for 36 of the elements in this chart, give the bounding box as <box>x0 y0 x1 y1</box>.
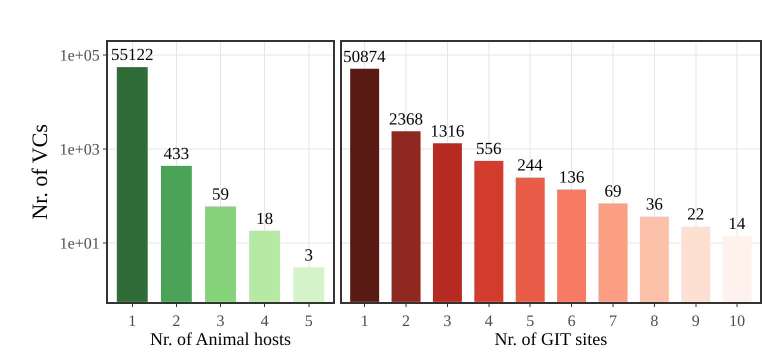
x-tick-label: 4 <box>260 313 269 330</box>
x-tick-label: 3 <box>443 313 452 330</box>
data-label: 556 <box>476 138 502 158</box>
x-tick-label: 2 <box>402 313 410 330</box>
x-tick-label: 8 <box>650 313 658 330</box>
data-label: 69 <box>604 181 622 200</box>
y-tick-label: 1e+01 <box>60 235 100 252</box>
y-axis-title: Nr. of VCs <box>26 124 52 220</box>
x-tick-label: 5 <box>304 313 313 330</box>
data-label: 55122 <box>111 45 154 64</box>
x-tick-label: 6 <box>568 313 576 330</box>
x-tick-label: 4 <box>484 313 493 330</box>
y-tick-label: 1e+05 <box>60 48 100 65</box>
x-tick-label: 9 <box>692 313 700 330</box>
data-label: 433 <box>164 144 190 163</box>
x-axis-title: Nr. of GIT sites <box>494 329 608 349</box>
x-tick-label: 2 <box>172 313 180 330</box>
data-label: 59 <box>212 184 230 204</box>
y-tick-label: 1e+03 <box>60 141 100 158</box>
data-label: 22 <box>687 204 704 224</box>
data-label: 136 <box>558 168 584 187</box>
x-tick-label: 5 <box>526 313 534 330</box>
x-tick-label: 1 <box>128 313 136 330</box>
data-label: 3 <box>304 245 314 264</box>
x-tick-label: 7 <box>608 313 617 330</box>
data-label: 14 <box>728 214 746 233</box>
data-label: 244 <box>517 156 544 175</box>
x-tick-label: 3 <box>216 313 225 330</box>
data-label: 1316 <box>430 121 464 140</box>
data-label: 50874 <box>343 46 386 66</box>
x-tick-label: 10 <box>729 313 746 330</box>
data-label: 36 <box>646 194 663 214</box>
data-label: 2368 <box>389 109 424 128</box>
x-tick-label: 1 <box>360 313 369 330</box>
data-label: 18 <box>256 208 274 228</box>
x-axis-title: Nr. of Animal hosts <box>150 329 292 349</box>
